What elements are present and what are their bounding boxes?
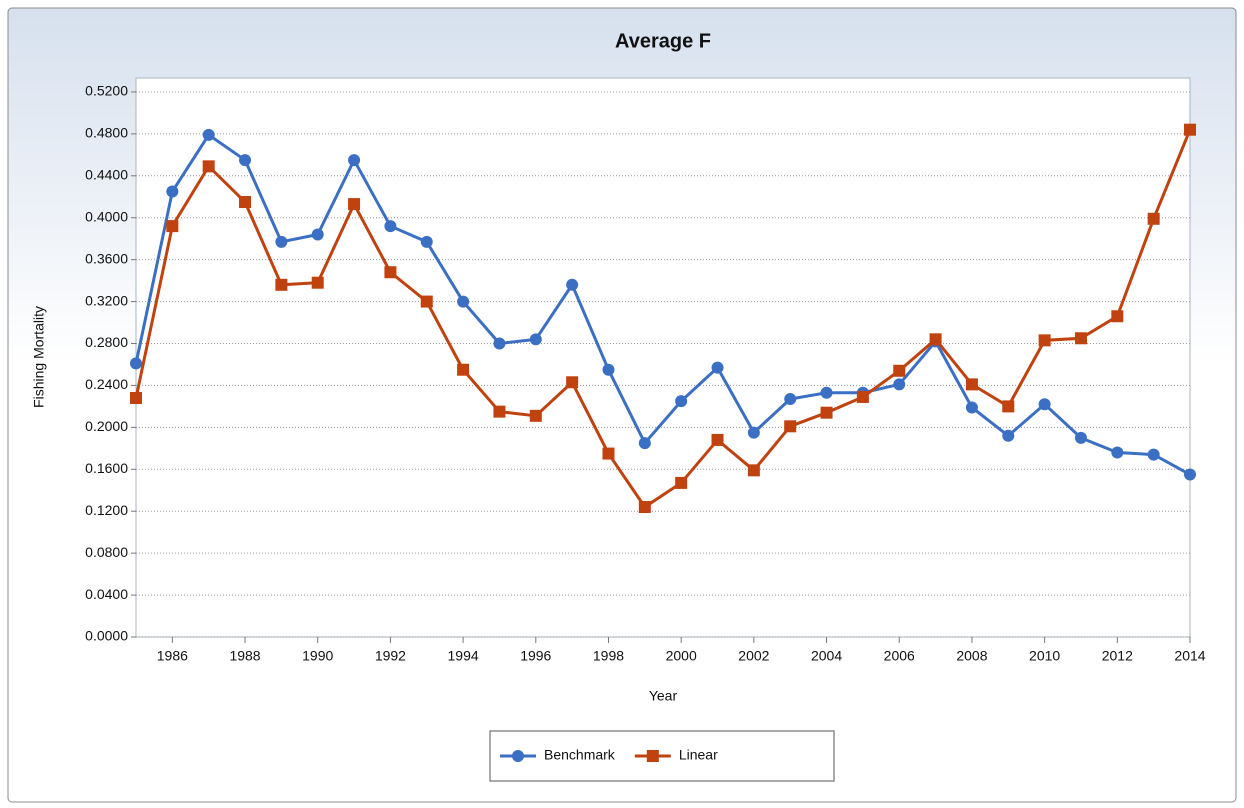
x-tick-label: 1990 bbox=[302, 648, 333, 664]
y-tick-label: 0.0400 bbox=[85, 586, 128, 602]
marker bbox=[675, 395, 688, 408]
marker bbox=[965, 378, 978, 391]
y-tick-label: 0.3200 bbox=[85, 292, 128, 308]
x-tick-label: 2006 bbox=[884, 648, 915, 664]
marker bbox=[638, 501, 651, 514]
marker bbox=[893, 378, 906, 391]
y-tick-label: 0.0800 bbox=[85, 544, 128, 560]
marker bbox=[747, 426, 760, 439]
marker bbox=[130, 357, 142, 370]
marker bbox=[675, 476, 688, 489]
x-tick-label: 2000 bbox=[666, 648, 697, 664]
marker bbox=[1038, 334, 1051, 347]
marker bbox=[784, 393, 797, 406]
marker bbox=[711, 361, 724, 374]
y-tick-label: 0.2000 bbox=[85, 418, 128, 434]
marker bbox=[457, 363, 470, 376]
marker bbox=[384, 266, 397, 279]
y-tick-label: 0.1600 bbox=[85, 460, 128, 476]
marker bbox=[202, 128, 215, 141]
marker bbox=[747, 464, 760, 477]
chart-title: Average F bbox=[615, 30, 711, 52]
marker bbox=[638, 437, 651, 450]
marker bbox=[602, 363, 615, 376]
marker bbox=[275, 278, 288, 291]
x-tick-label: 2014 bbox=[1174, 648, 1205, 664]
marker bbox=[348, 198, 361, 211]
y-tick-label: 0.3600 bbox=[85, 250, 128, 266]
marker bbox=[856, 390, 869, 403]
marker bbox=[711, 433, 724, 446]
y-tick-label: 0.4800 bbox=[85, 125, 128, 141]
legend-marker bbox=[512, 750, 524, 762]
x-tick-label: 1992 bbox=[375, 648, 406, 664]
marker bbox=[202, 160, 215, 173]
y-tick-label: 0.2800 bbox=[85, 334, 128, 350]
marker bbox=[239, 196, 252, 209]
y-tick-label: 0.5200 bbox=[85, 83, 128, 99]
x-tick-label: 2012 bbox=[1102, 648, 1133, 664]
marker bbox=[566, 278, 579, 291]
y-tick-label: 0.2400 bbox=[85, 376, 128, 392]
marker bbox=[1038, 398, 1051, 411]
marker bbox=[1147, 448, 1160, 461]
marker bbox=[529, 333, 542, 346]
marker bbox=[420, 295, 433, 308]
marker bbox=[493, 337, 506, 350]
legend-label: Benchmark bbox=[544, 747, 616, 763]
marker bbox=[893, 364, 906, 377]
marker bbox=[457, 295, 470, 308]
marker bbox=[529, 409, 542, 422]
marker bbox=[1002, 429, 1015, 442]
marker bbox=[784, 420, 797, 433]
y-tick-label: 0.1200 bbox=[85, 502, 128, 518]
marker bbox=[166, 220, 179, 233]
marker bbox=[1074, 332, 1087, 345]
marker bbox=[566, 376, 579, 389]
marker bbox=[820, 386, 833, 399]
marker bbox=[239, 154, 252, 167]
legend-marker bbox=[646, 750, 659, 762]
legend-label: Linear bbox=[679, 747, 718, 763]
y-tick-label: 0.0000 bbox=[85, 628, 128, 644]
x-tick-label: 2004 bbox=[811, 648, 842, 664]
y-tick-label: 0.4400 bbox=[85, 166, 128, 182]
plot-area bbox=[135, 77, 1191, 638]
marker bbox=[929, 333, 942, 346]
marker bbox=[1074, 431, 1087, 444]
marker bbox=[348, 154, 361, 167]
marker bbox=[1111, 310, 1124, 323]
marker bbox=[1147, 212, 1160, 225]
marker bbox=[493, 405, 506, 418]
marker bbox=[965, 401, 978, 414]
x-tick-label: 1988 bbox=[229, 648, 260, 664]
marker bbox=[1184, 123, 1196, 136]
x-tick-label: 2010 bbox=[1029, 648, 1060, 664]
y-tick-label: 0.4000 bbox=[85, 208, 128, 224]
x-tick-label: 1986 bbox=[157, 648, 188, 664]
x-tick-label: 1998 bbox=[593, 648, 624, 664]
marker bbox=[384, 220, 397, 233]
series-line bbox=[134, 129, 1192, 510]
x-tick-label: 1994 bbox=[448, 648, 479, 664]
marker bbox=[602, 447, 615, 460]
marker bbox=[130, 392, 142, 405]
marker bbox=[166, 185, 179, 198]
marker bbox=[1111, 446, 1124, 459]
marker bbox=[1002, 400, 1015, 413]
series-line bbox=[134, 132, 1191, 476]
marker bbox=[311, 228, 324, 241]
marker bbox=[1184, 468, 1196, 481]
x-tick-label: 2002 bbox=[738, 648, 769, 664]
x-tick-label: 1996 bbox=[520, 648, 551, 664]
y-axis-label: Fishing Mortality bbox=[31, 306, 47, 408]
marker bbox=[275, 235, 288, 248]
marker bbox=[820, 406, 833, 419]
x-tick-label: 2008 bbox=[956, 648, 987, 664]
x-axis-label: Year bbox=[649, 688, 678, 704]
marker bbox=[311, 276, 324, 289]
marker bbox=[420, 235, 433, 248]
